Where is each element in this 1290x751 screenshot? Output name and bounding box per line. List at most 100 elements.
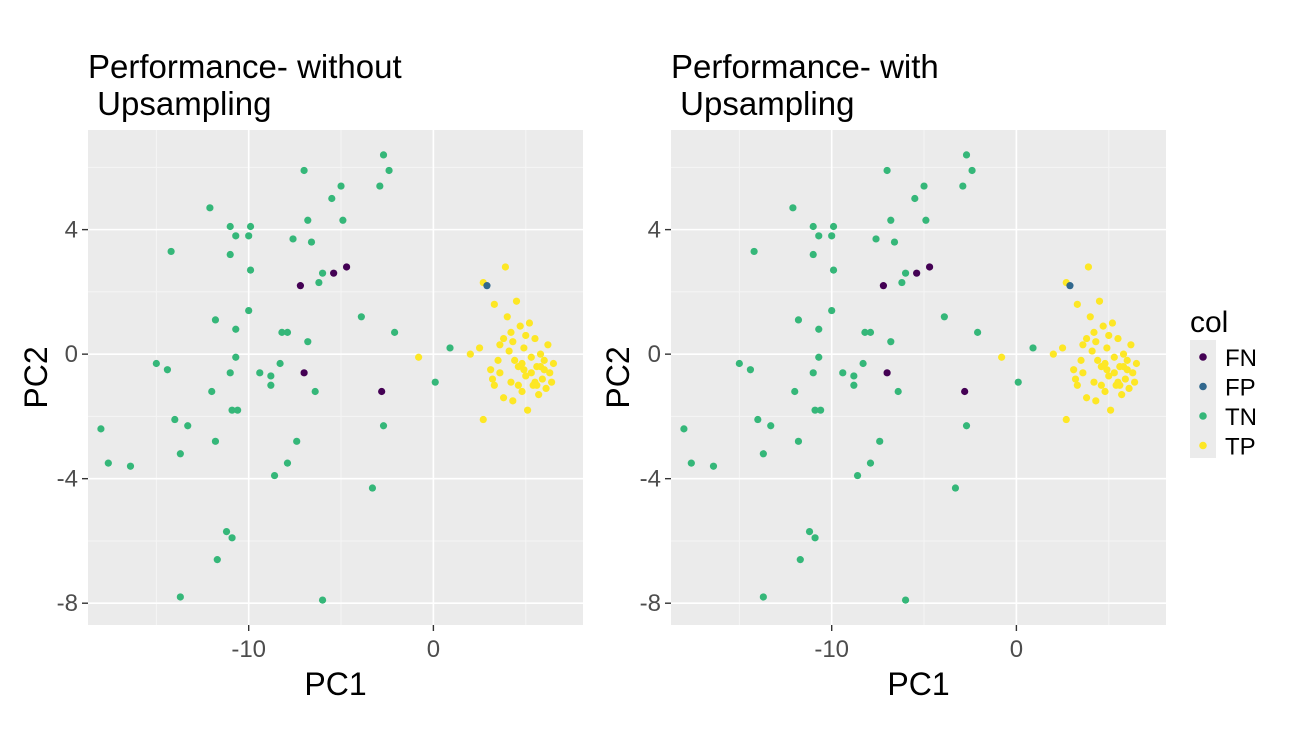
point-tn (887, 338, 895, 346)
point-tp (507, 378, 515, 386)
point-tp (1101, 359, 1109, 368)
point-tp (1105, 331, 1113, 340)
point-tn (839, 369, 847, 377)
point-tn (828, 306, 836, 315)
point-tp (509, 338, 517, 346)
point-tn (278, 328, 286, 336)
y-tick-label: 0 (648, 341, 661, 368)
point-tn (815, 232, 823, 240)
point-tp (1082, 394, 1091, 402)
point-tp (1084, 263, 1093, 271)
point-tn (861, 328, 869, 336)
point-tn (746, 366, 755, 374)
point-tp (1071, 375, 1080, 383)
point-tp (520, 366, 528, 374)
legend-title: col (1190, 306, 1228, 339)
point-tp (1095, 297, 1104, 305)
legend-key-tn (1199, 412, 1207, 420)
point-tn (898, 278, 906, 287)
point-tn (446, 344, 454, 352)
y-tick-label: -8 (640, 590, 661, 617)
point-tn (184, 422, 192, 430)
point-tp (1092, 338, 1100, 346)
point-tn (866, 459, 875, 467)
legend-label-fn: FN (1225, 345, 1257, 372)
point-tn (283, 328, 292, 336)
point-tn (245, 306, 253, 315)
point-tp (1121, 375, 1129, 383)
point-tn (809, 369, 817, 377)
chart-title-line: Performance- without (88, 48, 402, 85)
point-tn (337, 182, 345, 190)
point-tp (531, 334, 539, 343)
point-tn (104, 459, 112, 467)
chart-title-line: Performance- with (671, 48, 939, 85)
point-tn (911, 194, 919, 203)
legend-key-fp (1199, 382, 1207, 391)
point-tp (1092, 397, 1100, 405)
point-tp (1088, 347, 1096, 355)
point-tn (208, 387, 216, 396)
point-tn (339, 216, 347, 224)
point-tp (496, 341, 504, 349)
point-tp (542, 384, 550, 392)
point-tn (789, 204, 797, 212)
point-tn (267, 372, 275, 380)
point-tn (872, 235, 880, 243)
point-tp (1119, 350, 1128, 358)
point-tp (1073, 300, 1081, 308)
point-tp (1116, 381, 1124, 389)
point-tp (533, 381, 541, 389)
panel-without-upsampling: Performance- without Upsampling -10 0 -8 -4 0… (18, 48, 583, 702)
x-tick-label: 0 (1010, 636, 1023, 663)
point-tn (176, 450, 184, 458)
y-tick-label: -4 (57, 466, 78, 493)
point-tn (883, 166, 891, 175)
point-tp (487, 366, 495, 374)
point-tn (368, 484, 377, 492)
chart-title-line: Upsampling (88, 85, 271, 122)
point-tp (509, 397, 517, 405)
legend-key-fn (1199, 353, 1207, 361)
point-tp (540, 366, 548, 374)
point-tn (750, 247, 758, 256)
point-tn (232, 325, 240, 333)
point-tp (1114, 334, 1122, 343)
point-tn (829, 222, 838, 231)
point-tn (815, 353, 823, 361)
legend-label-fp: FP (1225, 375, 1256, 402)
point-tn (163, 366, 172, 374)
point-tn (817, 406, 825, 414)
point-fn (879, 282, 888, 290)
point-tp (1079, 369, 1087, 377)
point-tn (167, 247, 175, 256)
point-tn (962, 422, 971, 430)
point-tp (466, 350, 474, 358)
point-tp (1129, 369, 1137, 377)
point-tp (540, 356, 548, 364)
point-fn (378, 387, 386, 396)
y-tick-label: 4 (65, 217, 78, 244)
point-tn (256, 369, 264, 377)
point-tn (211, 316, 220, 324)
point-tn (709, 462, 718, 470)
point-tp (1079, 341, 1087, 349)
point-fn (961, 387, 969, 396)
point-tp (1103, 344, 1111, 352)
point-tp (501, 263, 510, 271)
point-tn (850, 381, 858, 389)
point-tn (379, 422, 388, 430)
point-tp (535, 391, 543, 399)
point-tn (894, 387, 902, 396)
x-tick-label: 0 (427, 636, 440, 663)
point-tn (809, 222, 817, 231)
point-tp (1131, 378, 1139, 386)
point-tp (1090, 328, 1098, 336)
point-tp (1058, 344, 1067, 352)
point-tn (270, 471, 279, 480)
point-tn (276, 359, 284, 368)
point-tn (940, 313, 948, 321)
point-tp (525, 319, 534, 327)
point-fn (342, 263, 351, 271)
